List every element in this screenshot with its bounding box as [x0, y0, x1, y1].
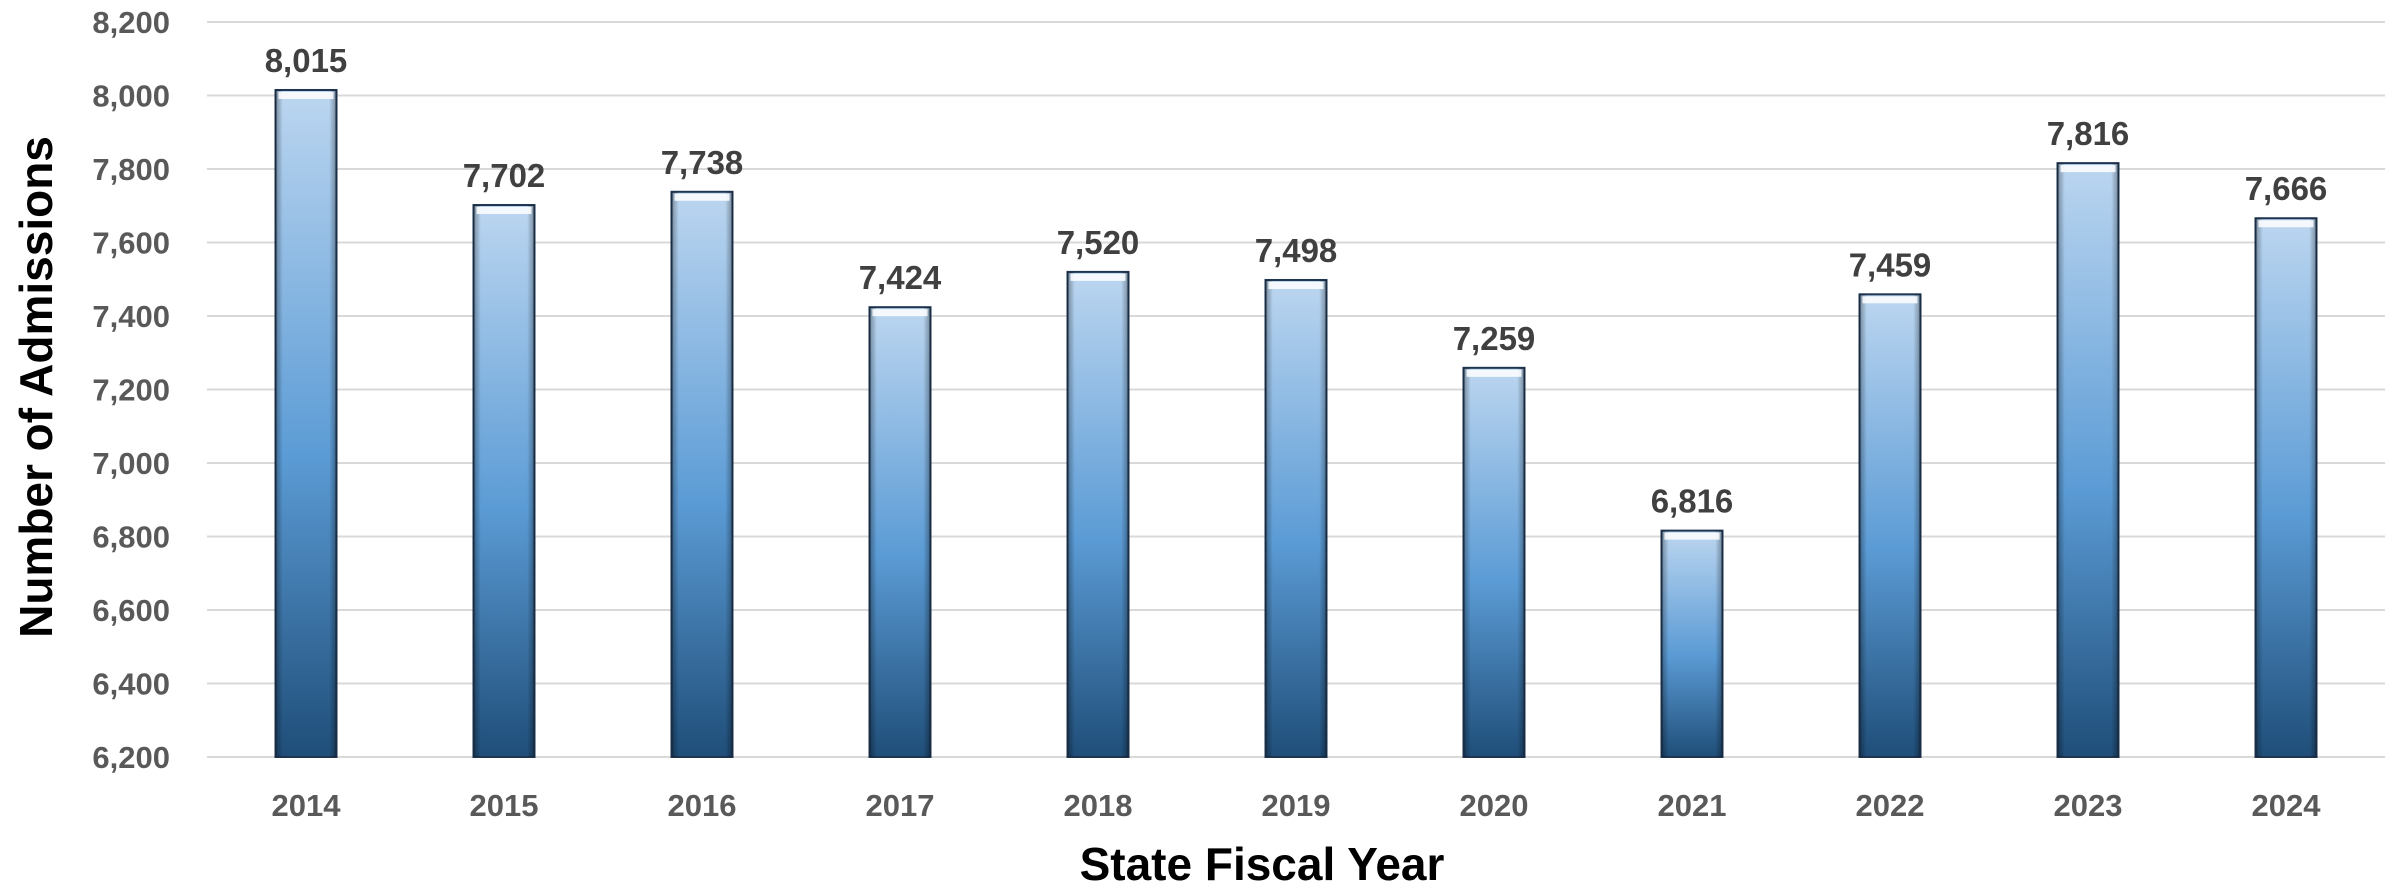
data-label: 8,015 [265, 42, 348, 79]
bar-highlight [2258, 220, 2314, 228]
bar-highlight [1268, 281, 1324, 289]
x-tick-label: 2017 [866, 788, 935, 823]
bar-shading [671, 191, 733, 757]
x-tick-label: 2015 [470, 788, 539, 823]
x-tick-label: 2023 [2054, 788, 2123, 823]
bar-shading [275, 89, 337, 758]
bar-2022 [1858, 293, 1922, 758]
bar-highlight [1862, 296, 1918, 304]
data-label: 7,702 [463, 157, 546, 194]
bar-shading [2057, 163, 2119, 757]
x-axis-title: State Fiscal Year [1080, 838, 1445, 889]
y-tick-label: 7,200 [92, 373, 170, 408]
data-labels: 8,015 7,702 7,738 7,424 7,520 7,498 7,259 6,816… [265, 42, 2328, 520]
y-tick-label: 6,200 [92, 740, 170, 775]
x-axis-ticks: 2014 2015 2016 2017 2018 2019 2020 2021 2022 2023… [272, 788, 2322, 823]
bar-highlight [1466, 369, 1522, 377]
x-tick-label: 2021 [1658, 788, 1727, 823]
bar-shading [1859, 294, 1921, 757]
y-tick-label: 7,400 [92, 299, 170, 334]
bars [274, 88, 2318, 759]
y-tick-label: 7,000 [92, 446, 170, 481]
y-tick-label: 7,800 [92, 152, 170, 187]
x-tick-label: 2019 [1262, 788, 1331, 823]
bar-2016 [670, 190, 734, 759]
y-tick-label: 6,800 [92, 520, 170, 555]
data-label: 7,738 [661, 144, 744, 181]
x-tick-label: 2018 [1064, 788, 1133, 823]
x-tick-label: 2016 [668, 788, 737, 823]
bar-shading [1463, 367, 1525, 757]
bar-highlight [674, 193, 730, 201]
bar-highlight [1664, 532, 1720, 540]
data-label: 7,666 [2245, 170, 2328, 207]
x-tick-label: 2024 [2252, 788, 2322, 823]
bar-highlight [278, 91, 334, 99]
x-tick-label: 2020 [1460, 788, 1529, 823]
bar-2019 [1264, 278, 1328, 758]
bar-2023 [2056, 162, 2120, 758]
bar-2021 [1660, 529, 1724, 758]
bar-shading [1067, 271, 1129, 757]
y-axis-title: Number of Admissions [10, 136, 62, 638]
data-label: 7,816 [2047, 115, 2130, 152]
data-label: 7,259 [1453, 320, 1536, 357]
bar-shading [2255, 218, 2317, 757]
bar-highlight [1070, 273, 1126, 281]
bar-shading [869, 307, 931, 757]
data-label: 7,459 [1849, 246, 1932, 283]
bar-highlight [476, 207, 532, 215]
y-tick-label: 8,000 [92, 79, 170, 114]
data-label: 6,816 [1651, 483, 1734, 520]
bar-highlight [2060, 165, 2116, 173]
y-tick-label: 7,600 [92, 226, 170, 261]
y-tick-label: 6,400 [92, 667, 170, 702]
y-axis-ticks: 6,200 6,400 6,600 6,800 7,000 7,200 7,400 7,600… [92, 5, 170, 775]
y-tick-label: 6,600 [92, 593, 170, 628]
bar-shading [1265, 279, 1327, 757]
bar-2017 [868, 306, 932, 758]
y-tick-label: 8,200 [92, 5, 170, 40]
bar-2015 [472, 204, 536, 758]
bar-shading [473, 205, 535, 757]
bar-2014 [274, 88, 338, 759]
bar-2018 [1066, 270, 1130, 758]
data-label: 7,520 [1057, 224, 1140, 261]
bar-2020 [1462, 366, 1526, 758]
data-label: 7,424 [859, 259, 942, 296]
bar-highlight [872, 309, 928, 317]
bar-2024 [2254, 217, 2318, 758]
data-label: 7,498 [1255, 232, 1338, 269]
x-tick-label: 2014 [272, 788, 342, 823]
x-tick-label: 2022 [1856, 788, 1925, 823]
bar-shading [1661, 530, 1723, 757]
